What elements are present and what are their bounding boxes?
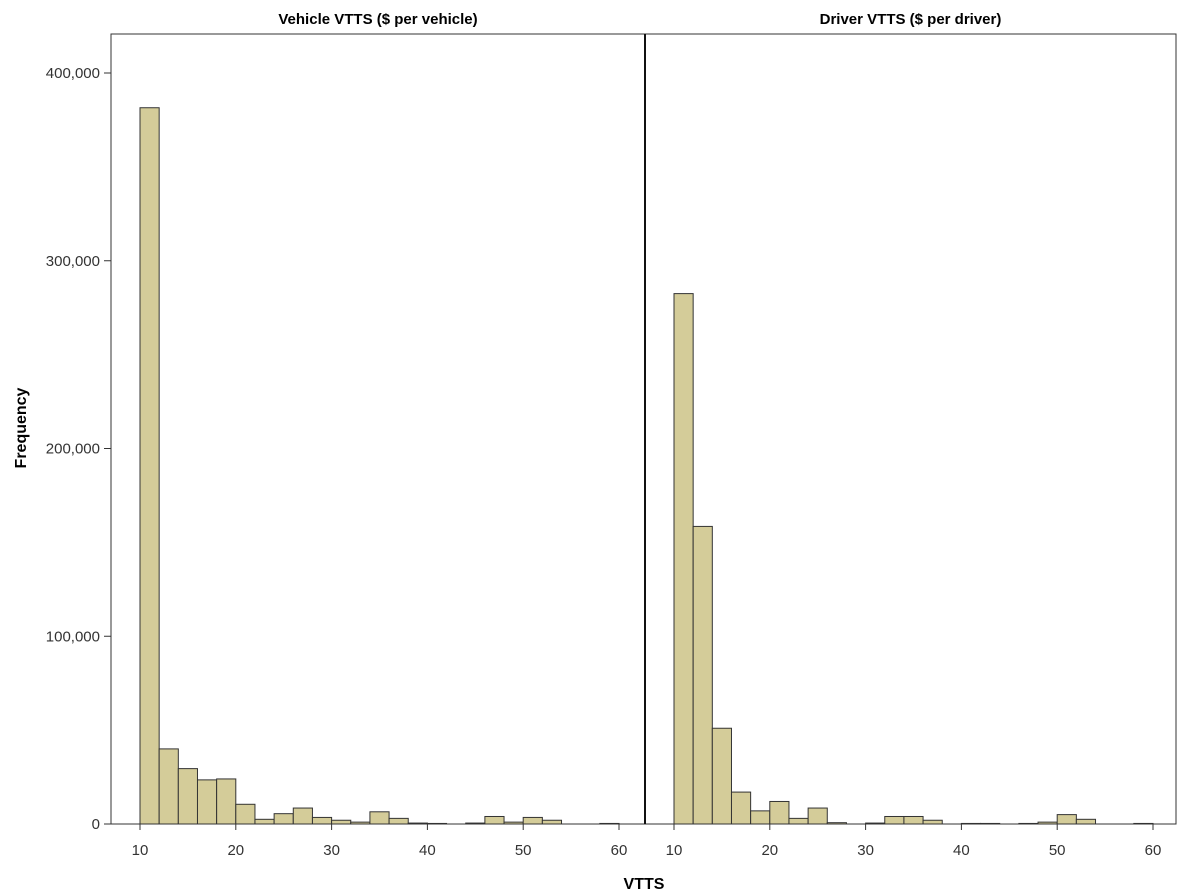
histogram-bar <box>350 821 371 825</box>
histogram-bar <box>673 293 694 825</box>
x-tick-label: 40 <box>419 842 436 859</box>
histogram-bar <box>807 807 828 825</box>
histogram-bar <box>1075 818 1097 825</box>
x-tick-label: 20 <box>227 842 244 859</box>
histogram-bar <box>1037 821 1058 825</box>
histogram-bar <box>139 107 160 825</box>
histogram-bar <box>273 813 294 825</box>
x-tick-label: 40 <box>953 842 970 859</box>
histogram-bar <box>311 816 333 825</box>
histogram-bar <box>1133 822 1154 825</box>
histogram-bar <box>865 822 886 825</box>
histogram-bar <box>216 778 237 825</box>
panel-2: Driver VTTS ($ per driver) 10 20 30 40 50 60 <box>644 11 1177 859</box>
histogram-bar <box>465 822 486 825</box>
histogram-bar <box>522 816 543 825</box>
x-axis-title: VTTS <box>624 876 665 892</box>
y-tick-label: 400,000 <box>46 65 100 82</box>
histogram-bar <box>292 807 313 825</box>
y-tick-label: 200,000 <box>46 441 100 458</box>
x-tick-label: 10 <box>132 842 149 859</box>
histogram-bar <box>922 819 943 825</box>
histogram-bar <box>750 810 771 825</box>
histogram-bar <box>884 815 905 825</box>
histogram-bar <box>235 803 256 825</box>
histogram-bar <box>1018 822 1039 825</box>
histogram-bar <box>254 818 275 825</box>
chart-panels: Vehicle VTTS ($ per vehicle) 10 20 30 40 50 60… <box>110 11 1177 859</box>
histogram-bar <box>769 800 790 825</box>
y-tick-label: 0 <box>92 816 100 833</box>
x-tick-label: 60 <box>611 842 628 859</box>
panel-title: Vehicle VTTS ($ per vehicle) <box>278 11 477 28</box>
histogram-bar <box>730 791 752 825</box>
x-tick-label: 50 <box>1049 842 1066 859</box>
x-tick-label: 30 <box>323 842 340 859</box>
histogram-bar <box>692 525 713 825</box>
histogram-bar <box>826 822 847 825</box>
y-axis: 0 100,000 200,000 300,000 400,000 <box>46 34 112 833</box>
x-tick-label: 50 <box>515 842 532 859</box>
panel-frame <box>644 33 1177 825</box>
histogram-bar <box>788 817 809 825</box>
panel-title: Driver VTTS ($ per driver) <box>820 11 1002 28</box>
histogram-bar <box>177 768 198 825</box>
histogram-bar <box>369 811 390 825</box>
y-axis-title: Frequency <box>13 387 30 468</box>
histogram-bar <box>1056 814 1077 825</box>
y-tick-label: 300,000 <box>46 253 100 270</box>
x-tick-label: 60 <box>1145 842 1162 859</box>
histogram-bar <box>960 822 982 825</box>
x-tick-label: 20 <box>761 842 778 859</box>
histogram-bar <box>388 817 409 825</box>
histogram-bar <box>503 821 524 825</box>
histogram-bar <box>196 779 218 825</box>
histogram-bar <box>711 727 732 825</box>
histogram-bar <box>980 822 1001 825</box>
histogram-bar <box>541 819 563 825</box>
panel-1: Vehicle VTTS ($ per vehicle) 10 20 30 40 50 60 <box>110 11 646 859</box>
histogram-bar <box>426 822 448 825</box>
histogram-bar <box>331 819 352 825</box>
panel-frame <box>110 33 646 825</box>
histogram-bar <box>599 822 620 825</box>
x-tick-label: 30 <box>857 842 874 859</box>
histogram-bar <box>158 748 179 825</box>
histogram-bar <box>484 815 505 825</box>
histogram-bar <box>903 815 924 825</box>
histogram-bar <box>407 822 428 825</box>
x-tick-label: 10 <box>666 842 683 859</box>
y-tick-label: 100,000 <box>46 628 100 645</box>
